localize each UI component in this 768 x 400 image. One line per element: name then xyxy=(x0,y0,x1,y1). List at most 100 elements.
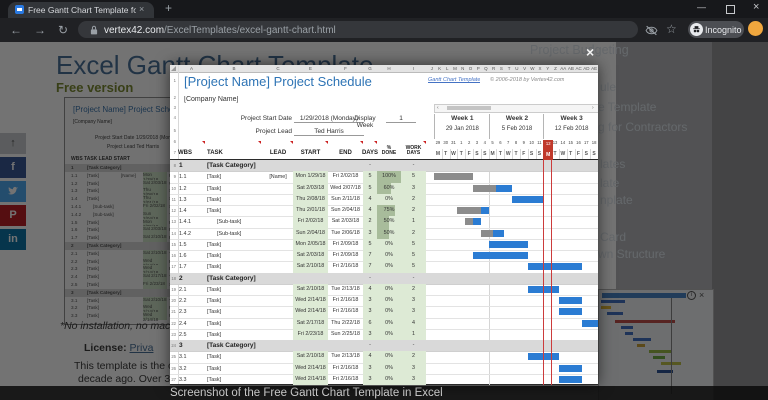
cell-work-days: 5 xyxy=(401,171,426,183)
cell-pct-done: 0% xyxy=(377,261,401,273)
window-close-button[interactable]: × xyxy=(753,1,760,13)
address-bar[interactable]: vertex42.com/ExcelTemplates/excel-gantt-… xyxy=(78,21,638,38)
day-letter: W xyxy=(450,149,459,159)
day-letter: T xyxy=(551,149,560,159)
incognito-label: Incognito xyxy=(705,25,742,35)
cell-days: 4 xyxy=(363,351,377,363)
gantt-bar-done xyxy=(465,218,474,226)
day-letter: S xyxy=(582,149,592,159)
gantt-bar-remaining xyxy=(558,364,583,372)
day-letter: T xyxy=(496,149,506,159)
column-letter: Z xyxy=(554,66,557,71)
media-blocked-icon[interactable] xyxy=(645,24,658,37)
browser-tab-strip: Free Gantt Chart Template for Ex × + — × xyxy=(0,0,768,18)
cell-work-days: 5 xyxy=(401,238,426,250)
cell-task: [Task] xyxy=(207,320,222,327)
window-maximize-button[interactable] xyxy=(726,5,735,14)
cell-end-date: Wed 2/07/18 xyxy=(330,184,361,191)
new-tab-button[interactable]: + xyxy=(165,1,173,15)
browser-tab[interactable]: Free Gantt Chart Template for Ex × xyxy=(8,2,154,18)
cell-work-days: 1 xyxy=(401,328,426,340)
cell-days-dash: - xyxy=(369,274,371,281)
header-end: END xyxy=(339,150,352,156)
start-date-label: Project Start Date xyxy=(240,115,292,122)
project-lead-label: Project Lead xyxy=(255,128,293,135)
url-domain: vertex42.com xyxy=(104,25,165,36)
sheet-title: [Project Name] Project Schedule xyxy=(184,74,372,89)
week-scrollbar: ‹ › xyxy=(434,104,598,113)
column-letter: K xyxy=(438,66,442,71)
incognito-badge: Incognito xyxy=(688,21,744,38)
project-lead-value: Ted Harris xyxy=(294,128,364,136)
column-letter: G xyxy=(368,66,372,71)
cell-days-dash: - xyxy=(369,162,371,168)
cell-work-days: 5 xyxy=(401,250,426,262)
pct-done-bar xyxy=(377,171,401,183)
lightbox-close-icon[interactable]: × xyxy=(586,44,595,60)
cell-wbs: 1.4 xyxy=(179,208,187,214)
cell-days: 3 xyxy=(363,295,377,307)
cell-pct-done: 0% xyxy=(377,373,401,385)
header-wbs: WBS xyxy=(178,150,192,156)
day-number: 9 xyxy=(522,140,525,145)
week-date: 5 Feb 2018 xyxy=(501,126,533,132)
cell-work-days: 3 xyxy=(401,362,426,374)
task-row: 27 3.3 [Task] Wed 2/14/18 Fri 2/16/18 3 0% 3 xyxy=(170,373,598,385)
day-number: 13 xyxy=(552,140,558,145)
cell-days: 3 xyxy=(363,227,377,239)
cell-end-date: Fri 2/09/18 xyxy=(332,240,359,247)
row-number: 18 xyxy=(171,275,176,281)
row-number: 7 xyxy=(173,150,176,155)
week-name: Week 1 xyxy=(451,115,474,122)
day-letter: W xyxy=(504,149,514,159)
tab-close-icon[interactable]: × xyxy=(139,4,145,14)
pct-done-text: 0% xyxy=(385,375,393,382)
bookmark-star-icon[interactable]: ☆ xyxy=(666,22,677,36)
cell-task: [Task Category] xyxy=(207,342,256,349)
row-number: 21 xyxy=(171,309,176,315)
cell-pct-done: 0% xyxy=(377,362,401,374)
header-pct-line: % xyxy=(386,145,392,151)
cell-work-days: 3 xyxy=(401,373,426,385)
cell-wbs: 1.3 xyxy=(179,196,187,203)
header-work-line: DAYS xyxy=(406,150,421,157)
cell-wbs: 3 xyxy=(179,342,183,349)
gantt-bar-remaining xyxy=(512,195,544,203)
gantt-bar-remaining xyxy=(527,353,559,361)
cell-wbs: 1.4.2 xyxy=(179,230,191,237)
row-number: 25 xyxy=(171,354,176,360)
cell-start-date: Sat 2/10/18 xyxy=(293,261,328,273)
cell-pct-done: 100% xyxy=(377,171,401,183)
gantt-bar-remaining xyxy=(527,285,559,293)
cell-pct-done: 0% xyxy=(377,317,401,329)
today-line-left xyxy=(543,160,545,385)
header-work-days: WORK DAYS xyxy=(401,145,426,157)
cell-wbs: 1.4.1 xyxy=(179,219,191,226)
pct-done-text: 0% xyxy=(385,297,393,303)
day-number: 1 xyxy=(460,140,463,145)
back-button[interactable]: ← xyxy=(10,23,22,37)
cell-end-date: Tue 2/13/18 xyxy=(331,353,360,360)
row-number: 26 xyxy=(171,365,176,371)
cell-days: 5 xyxy=(363,238,377,250)
cell-wbs: 3.2 xyxy=(179,365,187,372)
profile-avatar[interactable] xyxy=(748,21,763,36)
comment-indicator-icon xyxy=(202,141,205,144)
reload-button[interactable]: ↻ xyxy=(58,23,69,37)
day-number: 15 xyxy=(568,140,573,145)
forward-button[interactable]: → xyxy=(34,23,46,37)
day-number: 4 xyxy=(483,140,486,145)
row-number: 15 xyxy=(171,241,176,247)
pct-done-text: 50% xyxy=(383,229,395,236)
cell-days: 4 xyxy=(363,205,377,217)
cell-start-date: Sat 2/10/18 xyxy=(293,351,328,363)
day-letter: T xyxy=(567,149,576,159)
header-lead: LEAD xyxy=(269,150,287,156)
row-number: 24 xyxy=(171,343,176,348)
cell-end-date: Fri 2/16/18 xyxy=(332,263,359,270)
cell-work-days: 3 xyxy=(401,306,426,318)
start-date-value: 1/29/2018 (Monday) xyxy=(294,115,364,123)
cell-end-date: Sun 2/11/18 xyxy=(331,195,360,202)
window-minimize-button[interactable]: — xyxy=(697,2,706,12)
